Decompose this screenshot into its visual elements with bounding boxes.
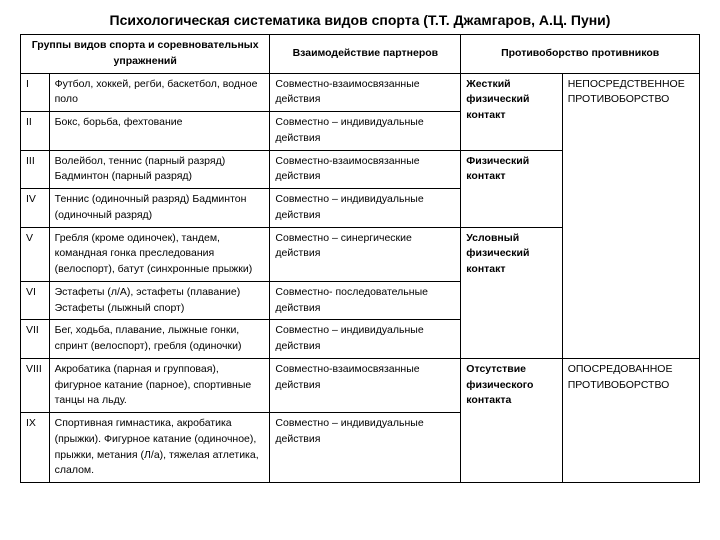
row-groups: Теннис (одиночный разряд) Бадминтон (оди… <box>49 189 270 228</box>
row-num: IV <box>21 189 50 228</box>
row-num: IX <box>21 413 50 483</box>
row-partner: Совместно- последовательные действия <box>270 281 461 320</box>
row-groups: Гребля (кроме одиночек), тандем, командн… <box>49 227 270 281</box>
page-title: Психологическая систематика видов спорта… <box>20 12 700 28</box>
opp-conditional-contact: Условный физический контакт <box>461 227 562 358</box>
row-partner: Совместно-взаимосвязанные действия <box>270 150 461 189</box>
row-num: VI <box>21 281 50 320</box>
header-groups: Группы видов спорта и соревновательных у… <box>21 35 270 74</box>
row-partner: Совместно – индивидуальные действия <box>270 112 461 151</box>
row-groups: Бокс, борьба, фехтование <box>49 112 270 151</box>
row-num: III <box>21 150 50 189</box>
row-num: VII <box>21 320 50 359</box>
opp-physical-contact: Физический контакт <box>461 150 562 227</box>
row-partner: Совместно – индивидуальные действия <box>270 413 461 483</box>
row-num: VIII <box>21 358 50 412</box>
row-groups: Футбол, хоккей, регби, баскетбол, водное… <box>49 73 270 112</box>
opp-hard-contact: Жесткий физический контакт <box>461 73 562 150</box>
row-groups: Бег, ходьба, плавание, лыжные гонки, спр… <box>49 320 270 359</box>
row-groups: Спортивная гимнастика, акробатика (прыжк… <box>49 413 270 483</box>
row-num: V <box>21 227 50 281</box>
row-partner: Совместно-взаимосвязанные действия <box>270 358 461 412</box>
opp-no-contact: Отсутствие физического контакта <box>461 358 562 482</box>
header-partner: Взаимодействие партнеров <box>270 35 461 74</box>
row-partner: Совместно – индивидуальные действия <box>270 320 461 359</box>
row-partner: Совместно – синергические действия <box>270 227 461 281</box>
opp-indirect: ОПОСРЕДОВАННОЕ ПРОТИВОБОРСТВО <box>562 358 699 482</box>
row-groups: Эстафеты (л/А), эстафеты (плавание) Эста… <box>49 281 270 320</box>
row-num: II <box>21 112 50 151</box>
sports-table: Группы видов спорта и соревновательных у… <box>20 34 700 483</box>
header-opponent: Противоборство противников <box>461 35 700 74</box>
opp-direct: НЕПОСРЕДСТВЕННОЕ ПРОТИВОБОРСТВО <box>562 73 699 358</box>
row-num: I <box>21 73 50 112</box>
row-partner: Совместно – индивидуальные действия <box>270 189 461 228</box>
row-partner: Совместно-взаимосвязанные действия <box>270 73 461 112</box>
row-groups: Волейбол, теннис (парный разряд) Бадминт… <box>49 150 270 189</box>
row-groups: Акробатика (парная и групповая), фигурно… <box>49 358 270 412</box>
